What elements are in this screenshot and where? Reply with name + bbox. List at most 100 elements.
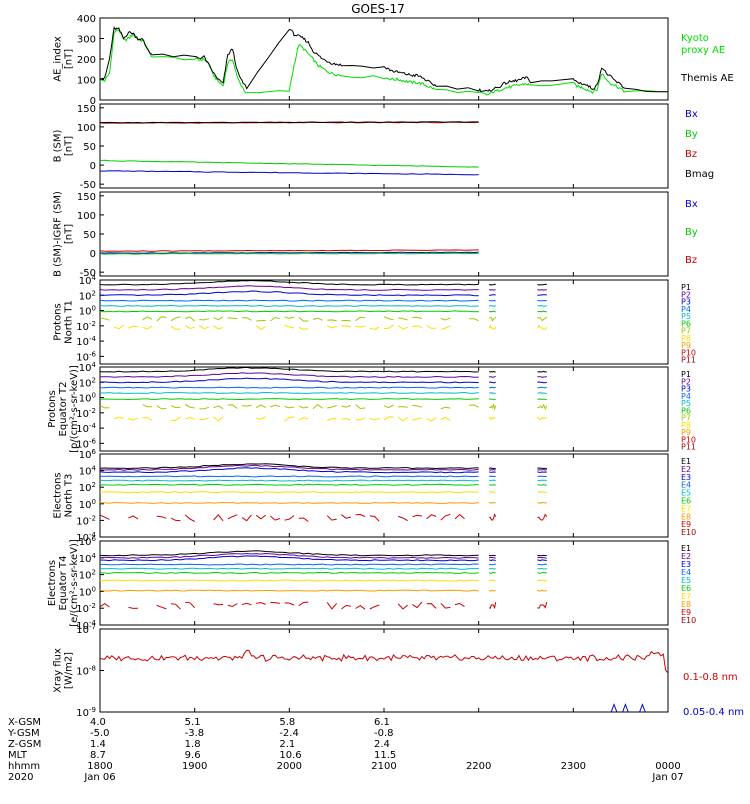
channel-segment bbox=[299, 317, 309, 321]
ephemeris-value: 1.8 bbox=[185, 739, 201, 750]
channel-segment bbox=[270, 516, 280, 520]
channel-line bbox=[100, 568, 479, 569]
legend-entry: Bx bbox=[685, 199, 698, 210]
channel-segment bbox=[356, 405, 366, 409]
channel-segment bbox=[427, 604, 437, 609]
y-axis-label-line: Equator T4 bbox=[58, 556, 69, 611]
field-series-line bbox=[100, 250, 479, 251]
channel-line bbox=[537, 485, 546, 486]
channel-line bbox=[100, 291, 479, 296]
y-tick-label: 104 bbox=[79, 465, 97, 478]
legend-entry: 0.1-0.8 nm bbox=[683, 672, 738, 683]
channel-segment bbox=[341, 515, 351, 519]
channel-segment bbox=[384, 405, 394, 408]
channel-line bbox=[100, 373, 479, 378]
channel-line bbox=[537, 557, 546, 558]
channel-segment bbox=[327, 326, 337, 328]
channel-line bbox=[100, 300, 479, 301]
channel-segment bbox=[185, 602, 195, 607]
y-tick-label: 150 bbox=[77, 104, 96, 115]
y-tick-label: 50 bbox=[83, 230, 96, 241]
ephemeris-row-label: hhmm bbox=[8, 761, 40, 772]
channel-segment bbox=[427, 418, 437, 421]
channel-line bbox=[489, 311, 496, 312]
channel-segment bbox=[398, 407, 408, 408]
panel-frame-electrons_t3 bbox=[100, 454, 668, 537]
channel-segment bbox=[185, 515, 195, 522]
channel-segment bbox=[313, 405, 323, 409]
y-tick-label: 10-2 bbox=[76, 407, 96, 420]
channel-line bbox=[100, 590, 479, 591]
channel-line bbox=[100, 399, 479, 400]
channel-line bbox=[489, 602, 496, 608]
y-tick-label: 10-4 bbox=[76, 335, 96, 348]
channel-segment bbox=[199, 407, 209, 409]
channel-segment bbox=[370, 418, 380, 420]
channel-segment bbox=[356, 514, 366, 516]
channel-line bbox=[100, 572, 479, 573]
legend-entry: By bbox=[685, 227, 698, 238]
channel-line bbox=[489, 371, 496, 372]
y-tick-label: 104 bbox=[79, 552, 97, 565]
channel-line bbox=[537, 573, 546, 574]
channel-segment bbox=[171, 317, 181, 321]
ephemeris-value: 1.4 bbox=[90, 739, 106, 750]
channel-line bbox=[489, 290, 496, 291]
channel-line bbox=[489, 405, 496, 409]
x-tick-label: 1900 bbox=[182, 761, 207, 772]
channel-segment bbox=[327, 602, 337, 609]
channel-line bbox=[489, 300, 496, 301]
channel-segment bbox=[441, 417, 451, 420]
channel-segment bbox=[214, 604, 224, 605]
channel-segment bbox=[157, 605, 167, 609]
channel-line bbox=[537, 393, 546, 394]
channel-segment bbox=[242, 405, 252, 406]
channel-segment bbox=[441, 407, 451, 409]
y-tick-label: 100 bbox=[79, 392, 96, 405]
y-axis-label-xray_flux: Xray flux[W/m2] bbox=[53, 648, 75, 693]
channel-segment bbox=[327, 516, 337, 521]
channel-line bbox=[537, 569, 546, 570]
channel-line bbox=[489, 569, 496, 570]
y-axis-label-line: AE_index bbox=[53, 36, 64, 82]
ephemeris-value: 2.1 bbox=[279, 739, 295, 750]
channel-line bbox=[537, 300, 546, 301]
legend-entry: E10 bbox=[681, 616, 696, 625]
ephemeris-value: 11.5 bbox=[374, 750, 396, 761]
channel-segment bbox=[100, 318, 110, 321]
ephemeris-value: -5.0 bbox=[90, 728, 110, 739]
legend-entry: Bz bbox=[685, 255, 697, 266]
y-tick-label: 104 bbox=[79, 274, 97, 287]
channel-line bbox=[537, 377, 546, 378]
x-date-label: Jan 06 bbox=[83, 772, 115, 783]
channel-segment bbox=[412, 317, 422, 318]
channel-line bbox=[489, 557, 496, 558]
channel-segment bbox=[285, 516, 295, 521]
channel-segment bbox=[256, 321, 266, 322]
channel-line bbox=[489, 573, 496, 574]
channel-segment bbox=[228, 318, 238, 319]
x-tick-label: 0000 bbox=[655, 761, 680, 772]
y-tick-label: 0 bbox=[90, 249, 96, 260]
channel-line bbox=[100, 306, 479, 307]
channel-segment bbox=[356, 326, 366, 327]
ephemeris-value: 9.6 bbox=[185, 750, 201, 761]
y-tick-label: 300 bbox=[77, 35, 96, 46]
channel-segment bbox=[242, 603, 252, 605]
legend-entry: Kyoto bbox=[681, 33, 709, 44]
channel-line bbox=[100, 393, 479, 394]
channel-line bbox=[489, 417, 496, 420]
channel-line bbox=[489, 476, 496, 477]
ephemeris-row-label: 2020 bbox=[8, 772, 33, 783]
channel-segment bbox=[157, 406, 167, 409]
channel-line bbox=[537, 476, 546, 477]
channel-segment bbox=[299, 518, 309, 522]
field-series-line bbox=[100, 160, 479, 167]
channel-segment bbox=[327, 320, 337, 321]
y-tick-label: 100 bbox=[79, 498, 96, 511]
channel-line bbox=[100, 378, 479, 383]
channel-line bbox=[489, 480, 496, 481]
